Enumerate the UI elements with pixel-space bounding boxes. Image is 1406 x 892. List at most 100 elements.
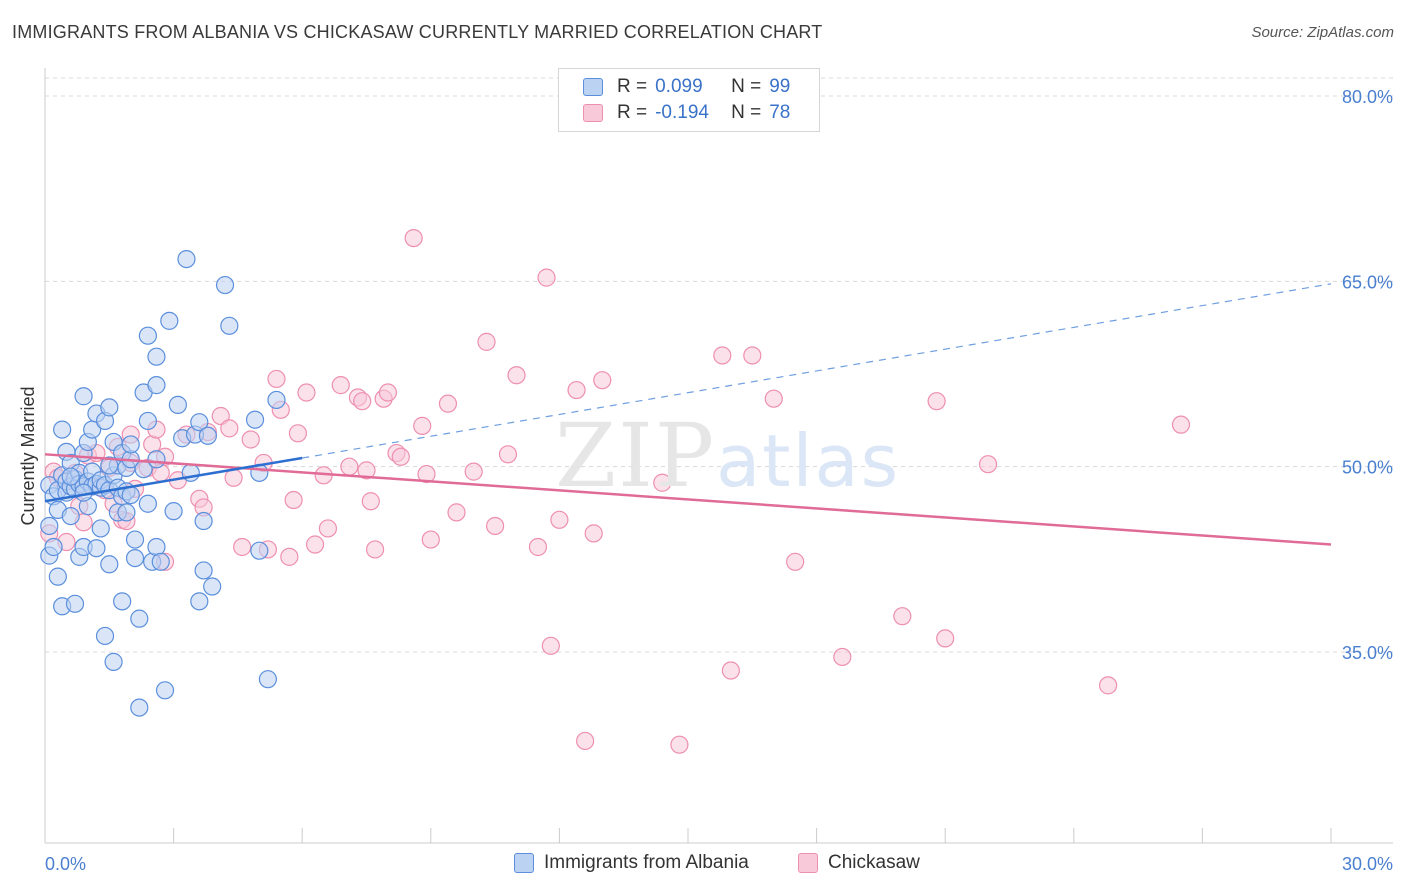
- chickasaw-point: [284, 490, 303, 510]
- chickasaw-point: [541, 636, 560, 655]
- albania-point: [267, 390, 286, 410]
- chickasaw-points: [40, 228, 1191, 754]
- albania-point: [164, 502, 183, 521]
- albania-point: [245, 410, 265, 429]
- chickasaw-point: [721, 661, 740, 680]
- chickasaw-point: [417, 464, 436, 484]
- albania-swatch: [583, 78, 603, 96]
- correlation-legend: R = 0.099 N = 99 R = -0.194 N = 78: [558, 68, 820, 132]
- chickasaw-point: [280, 547, 299, 566]
- albania-point: [95, 626, 115, 646]
- chickasaw-point: [498, 445, 518, 464]
- chickasaw-point: [786, 552, 805, 571]
- albania-points: [40, 249, 286, 717]
- chickasaw-point: [438, 394, 458, 413]
- legend-item-chickasaw: Chickasaw: [798, 852, 920, 874]
- legend-row-chickasaw: R = -0.194 N = 78: [583, 101, 790, 125]
- albania-point: [220, 316, 239, 335]
- chickasaw-point: [653, 473, 672, 492]
- chickasaw-point: [241, 430, 260, 449]
- chickasaw-point: [833, 647, 852, 667]
- albania-point: [104, 652, 123, 671]
- albania-point: [138, 326, 157, 345]
- n-label: N =: [731, 76, 762, 97]
- x-tick-label: 30.0%: [1342, 854, 1393, 874]
- chickasaw-point: [353, 392, 372, 411]
- albania-point: [91, 519, 110, 538]
- chickasaw-point: [305, 535, 325, 554]
- albania-point: [147, 376, 166, 395]
- source-label: Source: ZipAtlas.com: [1251, 24, 1394, 41]
- albania-trend-line: [44, 456, 303, 503]
- y-tick-label: 80.0%: [1342, 87, 1393, 107]
- albania-point: [194, 561, 213, 580]
- x-tick-label: 0.0%: [45, 854, 86, 874]
- albania-point: [74, 387, 93, 406]
- chickasaw-point: [391, 447, 410, 466]
- albania-point: [151, 552, 170, 571]
- albania-point: [125, 548, 145, 568]
- chickasaw-swatch: [583, 104, 603, 122]
- albania-legend-swatch: [514, 853, 534, 873]
- albania-point: [215, 275, 235, 295]
- chickasaw-point: [567, 380, 586, 400]
- chickasaw-point: [584, 524, 603, 543]
- chickasaw-point: [211, 406, 230, 426]
- chickasaw-point: [267, 369, 286, 389]
- chickasaw-point: [447, 503, 466, 522]
- chickasaw-point: [340, 457, 359, 476]
- grid-lines: [45, 77, 1393, 653]
- chickasaw-point: [593, 371, 612, 390]
- chickasaw-trend-line: [44, 453, 1332, 546]
- albania-point: [177, 249, 196, 269]
- albania-point: [198, 426, 217, 445]
- albania-point: [250, 541, 269, 560]
- chickasaw-point: [464, 462, 483, 481]
- chickasaw-point: [378, 383, 398, 402]
- albania-point: [258, 670, 278, 689]
- chickasaw-point: [297, 383, 316, 402]
- albania-point: [190, 413, 209, 432]
- chickasaw-point: [288, 424, 308, 443]
- watermark-atlas: atlas: [716, 419, 901, 503]
- chart-title: IMMIGRANTS FROM ALBANIA VS CHICKASAW CUR…: [12, 22, 823, 42]
- albania-point: [160, 311, 179, 330]
- albania-point: [40, 516, 59, 536]
- albania-point: [168, 395, 187, 414]
- n-value-chickasaw: 78: [769, 102, 791, 123]
- y-tick-label: 50.0%: [1342, 458, 1393, 478]
- albania-point: [100, 456, 119, 475]
- chickasaw-point: [713, 346, 732, 365]
- chickasaw-point: [486, 516, 505, 536]
- trend-lines: [44, 283, 1332, 546]
- albania-point: [121, 485, 140, 505]
- chickasaw-point: [1098, 676, 1118, 695]
- chickasaw-point: [220, 419, 239, 438]
- chickasaw-point: [670, 735, 689, 754]
- y-axis-label: Currently Married: [18, 386, 38, 525]
- albania-point: [155, 681, 175, 700]
- chickasaw-point: [1171, 415, 1191, 434]
- chickasaw-point: [365, 540, 385, 559]
- chickasaw-point: [421, 530, 440, 549]
- albania-legend-label: Immigrants from Albania: [544, 852, 749, 873]
- albania-point: [53, 420, 72, 439]
- chickasaw-point: [357, 461, 376, 480]
- chickasaw-point: [927, 392, 946, 411]
- albania-point: [48, 567, 67, 586]
- albania-point: [138, 411, 157, 431]
- r-value-chickasaw: -0.194: [655, 102, 709, 123]
- chickasaw-point: [318, 519, 338, 538]
- tick-labels: 35.0% 50.0% 65.0% 80.0% 0.0% 30.0%: [45, 87, 1393, 874]
- albania-point: [125, 530, 145, 549]
- chickasaw-point: [528, 537, 548, 557]
- chickasaw-point: [936, 629, 955, 648]
- chickasaw-point: [233, 537, 252, 557]
- chickasaw-point: [477, 332, 496, 351]
- r-label: R =: [617, 102, 648, 123]
- albania-point: [61, 506, 80, 526]
- chickasaw-point: [893, 607, 912, 626]
- y-tick-label: 35.0%: [1342, 643, 1393, 663]
- legend-item-albania: Immigrants from Albania: [514, 852, 749, 874]
- albania-point: [87, 539, 106, 558]
